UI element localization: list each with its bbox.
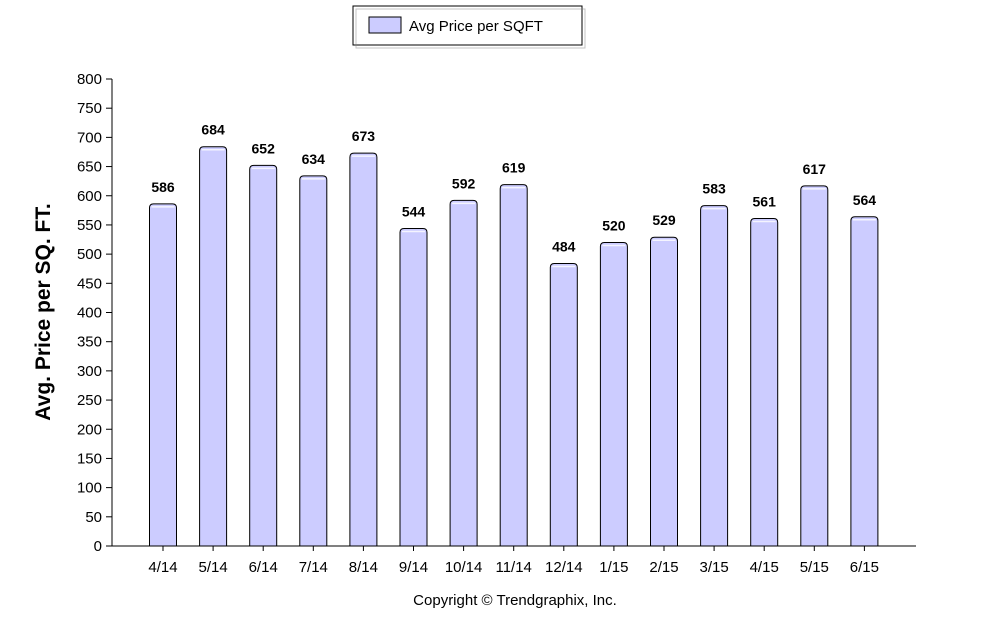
x-tick-label: 7/14	[299, 559, 328, 576]
legend: Avg Price per SQFT	[352, 5, 586, 49]
data-labels: 586 684 652 634 673 544 592 619 484 520 529 583 561 6…	[151, 122, 876, 255]
data-label: 617	[803, 161, 827, 177]
y-tick-label: 550	[77, 217, 102, 234]
y-tick-label: 350	[77, 334, 102, 351]
bar-5-14	[199, 146, 228, 547]
x-tick-label: 10/14	[445, 559, 483, 576]
data-label: 520	[602, 217, 626, 233]
x-tick-label: 3/15	[699, 559, 728, 576]
bar-8-14	[349, 152, 378, 547]
data-label: 583	[702, 181, 726, 197]
bar-9-14	[399, 227, 428, 547]
x-tick-label: 5/15	[800, 559, 829, 576]
data-label: 561	[753, 194, 777, 210]
data-label: 564	[853, 192, 877, 208]
bar-6-15	[850, 216, 879, 547]
y-tick-label: 50	[85, 509, 102, 526]
bars	[149, 146, 879, 547]
y-tick-label: 600	[77, 188, 102, 205]
bar-3-15	[700, 205, 729, 547]
x-tick-label: 9/14	[399, 559, 428, 576]
y-tick-label: 300	[77, 363, 102, 380]
x-tick-label: 1/15	[599, 559, 628, 576]
y-tick-label: 750	[77, 100, 102, 117]
y-tick-label: 100	[77, 480, 102, 497]
y-tick-label: 150	[77, 450, 102, 467]
data-label: 684	[201, 122, 225, 138]
bar-6-14	[249, 164, 278, 547]
data-label: 673	[352, 128, 376, 144]
y-tick-label: 250	[77, 392, 102, 409]
y-tick-label: 450	[77, 275, 102, 292]
bar-1-15	[599, 241, 628, 547]
y-tick-label: 200	[77, 421, 102, 438]
legend-label: Avg Price per SQFT	[409, 18, 543, 35]
y-axis-title: Avg. Price per SQ. FT.	[32, 203, 55, 420]
data-label: 634	[302, 151, 326, 167]
data-label: 529	[652, 212, 676, 228]
bar-7-14	[299, 175, 328, 547]
x-tick-label: 11/14	[495, 559, 531, 576]
bar-11-14	[499, 184, 528, 547]
bar-10-14	[449, 199, 478, 547]
data-label: 484	[552, 238, 576, 254]
copyright-text: Copyright © Trendgraphix, Inc.	[413, 592, 617, 609]
bar-4-14	[149, 203, 177, 547]
data-label: 586	[151, 179, 175, 195]
legend-shadow	[355, 8, 586, 49]
bar-5-15	[800, 185, 829, 547]
x-tick-label: 6/14	[249, 559, 278, 576]
bar-4-15	[750, 218, 779, 547]
x-tick-label: 2/15	[649, 559, 678, 576]
legend-swatch	[368, 16, 402, 34]
x-tick-label: 4/15	[750, 559, 779, 576]
data-label: 544	[402, 203, 426, 219]
x-tick-label: 6/15	[850, 559, 879, 576]
x-tick-label: 4/14	[148, 559, 177, 576]
y-tick-label: 700	[77, 129, 102, 146]
bar-12-14	[549, 262, 578, 547]
x-tick-label: 5/14	[198, 559, 227, 576]
y-tick-label: 800	[77, 71, 102, 88]
axes: 0 50 100 150 200 250 300 350 400 450 500 550 600 650 7…	[77, 71, 916, 576]
data-label: 652	[252, 140, 276, 156]
y-tick-label: 400	[77, 305, 102, 322]
y-tick-label: 500	[77, 246, 102, 263]
data-label: 619	[502, 160, 526, 176]
y-tick-label: 650	[77, 159, 102, 176]
y-tick-label: 0	[94, 538, 102, 555]
x-tick-label: 8/14	[349, 559, 378, 576]
data-label: 592	[452, 175, 476, 191]
x-tick-label: 12/14	[545, 559, 583, 576]
bar-2-15	[650, 236, 678, 547]
